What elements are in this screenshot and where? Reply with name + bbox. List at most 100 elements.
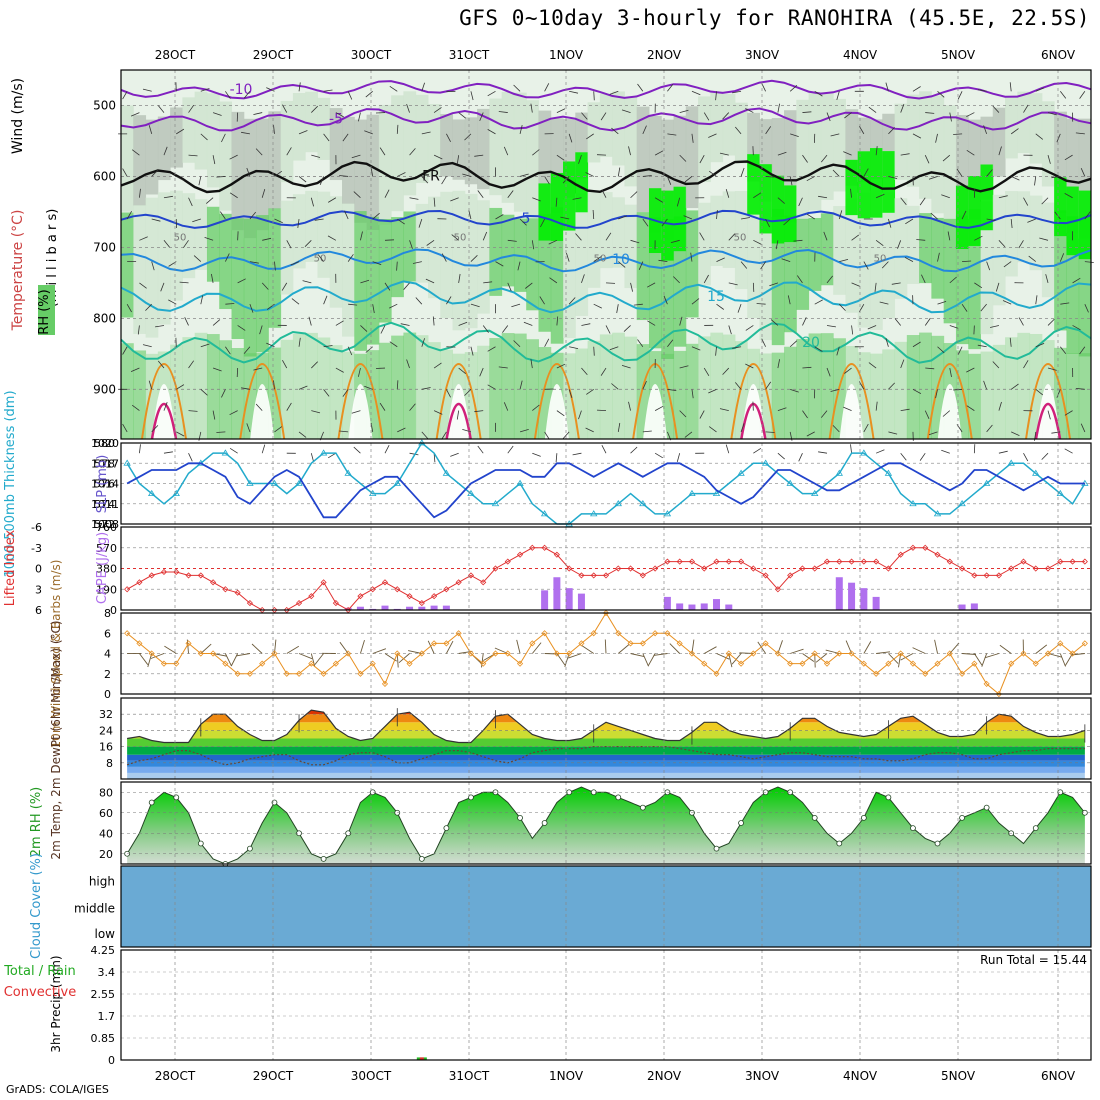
rh-shade-cell (894, 103, 908, 180)
wind10-barb (445, 640, 454, 654)
profile-wind-barb (1011, 176, 1020, 181)
profile-wind-barb (458, 112, 466, 119)
profile-wind-barb (282, 104, 288, 113)
wind10-barb (200, 643, 212, 654)
profile-wind-barb (507, 190, 514, 198)
profile-wind-barb (261, 444, 266, 454)
profile-wind-barb (633, 303, 643, 306)
rh-shade-cell (906, 335, 920, 439)
profile-wind-barb (1028, 255, 1036, 262)
profile-wind-barb (719, 152, 729, 156)
profile-wind-barb (885, 82, 889, 92)
profile-wind-barb (204, 237, 214, 241)
rh-contour-label: 50 (454, 232, 467, 243)
profile-wind-barb (667, 83, 674, 92)
wind10-speed-point (995, 690, 1002, 698)
wind10-speed-point (627, 640, 634, 647)
profile-wind-barb (986, 424, 993, 433)
rh-shade-cell (931, 95, 945, 214)
profile-wind-barb (1045, 274, 1049, 283)
rh-shade-cell (256, 118, 269, 231)
rh-shade-cell (329, 108, 343, 181)
rh-shade-cell (391, 95, 404, 212)
rh-shade-cell (415, 335, 429, 439)
lifted-index-point (308, 593, 315, 600)
lifted-index-point (934, 551, 941, 558)
profile-wind-barb (753, 239, 762, 245)
profile-wind-barb (237, 325, 246, 331)
profile-wind-barb (790, 133, 799, 137)
profile-wind-barb (344, 210, 349, 220)
profile-wind-barb (789, 85, 798, 92)
profile-wind-barb (122, 346, 128, 355)
profile-wind-barb (347, 254, 354, 262)
profile-wind-barb (585, 172, 594, 177)
rh-shade-cell (820, 333, 834, 439)
rh-shade-cell (820, 92, 834, 200)
profile-wind-barb (844, 367, 852, 374)
profile-wind-barb (630, 282, 633, 292)
profile-wind-barb (942, 154, 951, 162)
profile-wind-barb (966, 149, 975, 156)
profile-wind-barb (832, 425, 840, 433)
profile-wind-barb (761, 83, 766, 92)
profile-wind-barb (249, 304, 254, 313)
profile-wind-barb (482, 231, 488, 241)
wind10-barb (556, 653, 566, 666)
precip-ytick-label: 1.7 (98, 1010, 116, 1023)
profile-wind-barb (348, 303, 358, 306)
thickness-point (1007, 459, 1015, 466)
rh-shade-cell (268, 347, 282, 439)
lifted-index-point (676, 558, 683, 565)
wind10-barb (604, 639, 607, 654)
rh-shade-cell (170, 190, 183, 301)
profile-wind-barb (616, 304, 619, 314)
temp-contour-FR (120, 160, 1092, 194)
profile-wind-barb (464, 389, 472, 396)
wind10-speed-point (762, 640, 769, 647)
profile-wind-barb (1027, 218, 1036, 223)
temp2m-ytick-label: 32 (99, 708, 113, 721)
profile-wind-barb (176, 128, 185, 135)
thickness-point (909, 499, 917, 507)
temp-contour-label: -5 (329, 112, 343, 128)
dewpt2m-line (126, 746, 1085, 766)
thickness-point (958, 499, 966, 507)
wind10-speed-point (713, 670, 720, 677)
lifted-index-point (823, 558, 831, 565)
profile-wind-barb (188, 410, 198, 412)
profile-wind-barb (868, 106, 877, 113)
wind10-speed-point (787, 660, 794, 667)
profile-wind-barb (525, 282, 533, 289)
profile-wind-barb (1011, 431, 1020, 436)
lifted-index-ytick-label: 0 (35, 563, 42, 576)
profile-wind-barb (818, 195, 828, 199)
wind10-speed-point (823, 660, 831, 667)
profile-wind-barb (495, 261, 504, 267)
profile-wind-barb (858, 125, 865, 135)
profile-wind-barb (157, 105, 165, 113)
profile-wind-barb (765, 176, 775, 178)
precip-total-legend: Total / Rain (3, 964, 76, 979)
precip-ylabel: 3hr Precip (mm) (49, 955, 63, 1052)
rh-shade-cell (759, 201, 773, 341)
profile-wind-barb (137, 325, 140, 335)
profile-wind-barb (421, 176, 429, 184)
profile-wind-barb (777, 151, 787, 156)
panel-bg-cape (121, 527, 1091, 610)
profile-wind-barb (406, 359, 410, 369)
cape-bar (860, 588, 868, 610)
profile-wind-barb (839, 259, 849, 262)
rh-shade-cell (833, 98, 846, 192)
profile-wind-barb (667, 339, 674, 347)
profile-wind-barb (947, 231, 951, 241)
profile-wind-barb (725, 188, 730, 198)
wind10-speed-point (516, 660, 524, 667)
profile-wind-barb (122, 91, 128, 100)
profile-wind-barb (924, 317, 931, 326)
rh-shade-cell (980, 351, 994, 439)
profile-wind-barb (379, 147, 386, 156)
profile-wind-barb (298, 130, 308, 135)
wind10-speed-point (1032, 660, 1039, 667)
profile-wind-barb (888, 176, 898, 179)
